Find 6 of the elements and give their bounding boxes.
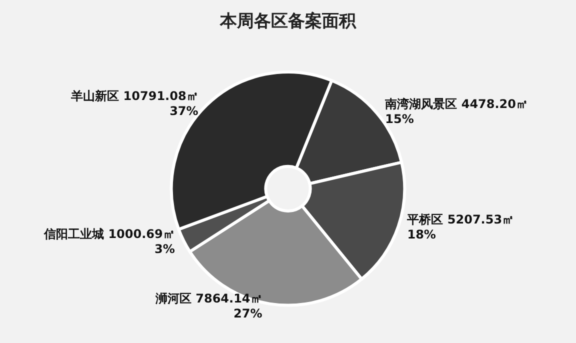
slice-label: 羊山新区 10791.08㎡ 37% [70,89,198,118]
chart-title: 本周各区备案面积 [219,10,357,32]
slice-label: 信阳工业城 1000.69㎡ 3% [43,227,175,256]
slice-label: 平桥区 5207.53㎡ 18% [406,212,514,242]
slice-label: 南湾湖风景区 4478.20㎡ 15% [384,97,528,126]
slice-label: 浉河区 7864.14㎡ 27% [154,291,262,320]
